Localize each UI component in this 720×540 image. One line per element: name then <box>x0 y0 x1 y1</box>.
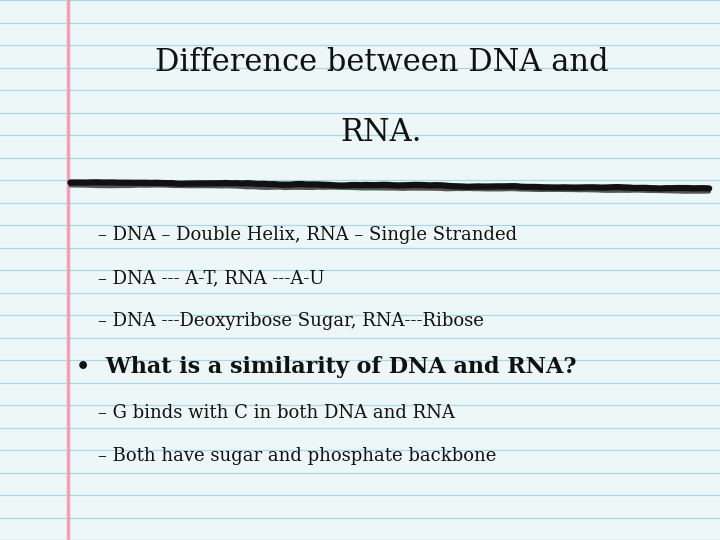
Text: – DNA --- A-T, RNA ---A-U: – DNA --- A-T, RNA ---A-U <box>99 269 325 287</box>
Text: RNA.: RNA. <box>341 117 423 148</box>
Text: •  What is a similarity of DNA and RNA?: • What is a similarity of DNA and RNA? <box>76 356 577 378</box>
Text: – Both have sugar and phosphate backbone: – Both have sugar and phosphate backbone <box>99 447 497 465</box>
Text: – DNA – Double Helix, RNA – Single Stranded: – DNA – Double Helix, RNA – Single Stran… <box>99 226 518 244</box>
Text: Difference between DNA and: Difference between DNA and <box>155 46 608 78</box>
Text: – G binds with C in both DNA and RNA: – G binds with C in both DNA and RNA <box>99 404 455 422</box>
Text: – DNA ---Deoxyribose Sugar, RNA---Ribose: – DNA ---Deoxyribose Sugar, RNA---Ribose <box>99 312 485 330</box>
